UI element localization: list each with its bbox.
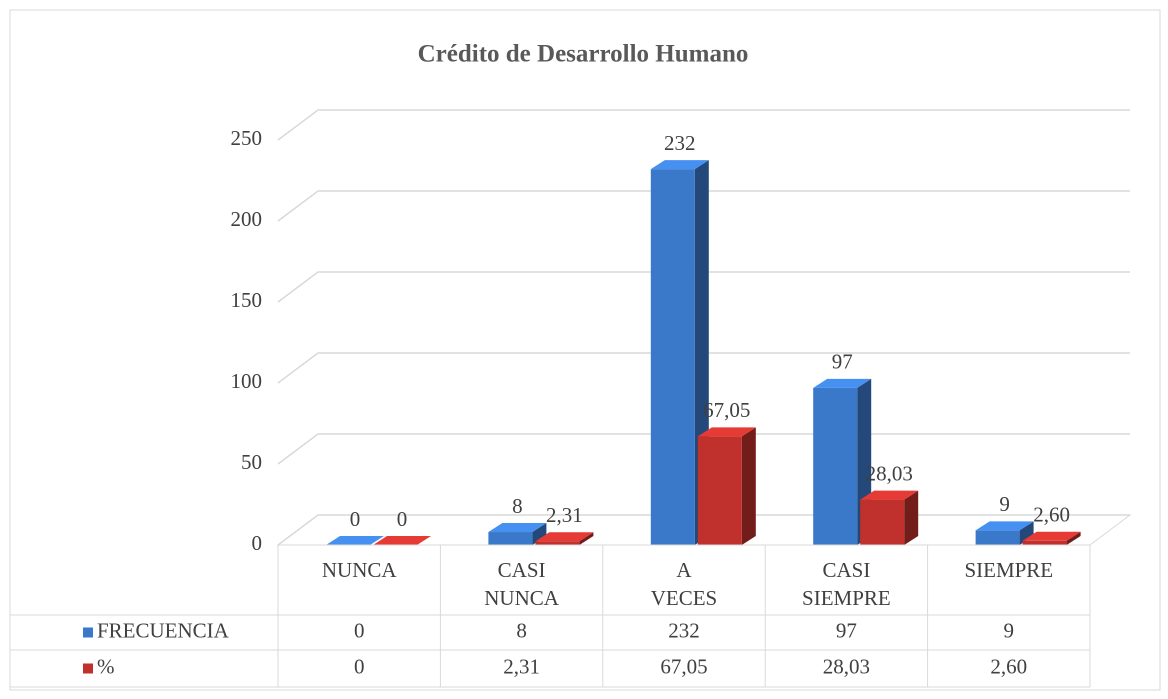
y-tick-label: 200 [231,207,263,231]
x-tick-label: SIEMPRE [964,558,1053,582]
bar [813,387,858,545]
legend-label: FRECUENCIA [97,618,230,642]
bar-side [1066,531,1081,545]
bar-side [904,490,919,545]
data-label: 232 [664,131,696,155]
x-tick-label: CASI NUNCA [484,558,560,610]
legend-key [83,627,93,638]
table-value: 2,60 [990,654,1027,678]
bar [488,532,533,545]
data-label: 2,60 [1033,503,1070,527]
bar-top [975,521,1034,531]
table-value: 0 [354,654,365,678]
data-label: 8 [512,494,523,518]
y-tick-label: 250 [231,126,263,150]
table-value: 28,03 [823,654,870,678]
bar-side [579,532,594,545]
data-label: 28,03 [866,461,913,485]
x-tick-label: NUNCA [322,558,398,582]
chart-title: Crédito de Desarrollo Humano [418,41,749,68]
legend-key [83,663,93,674]
table-value: 97 [836,618,857,642]
chart-border [9,9,1161,691]
bar [860,499,905,545]
data-label: 0 [350,507,361,531]
bar-top [697,427,756,437]
grid-line [277,352,1130,384]
data-label: 2,31 [546,503,583,527]
bar-side [741,427,756,545]
grid-line [277,190,1130,222]
data-label: 0 [397,507,408,531]
bar [975,530,1020,545]
y-tick-label: 150 [231,288,263,312]
bar [697,436,742,545]
data-label: 67,05 [703,398,750,422]
y-tick-label: 100 [231,369,263,393]
bar-top [535,532,594,542]
grid-line [277,271,1130,303]
bar-top [488,523,547,533]
x-tick-label: A VECES [651,558,718,610]
bar-top [650,160,709,170]
grid-line [277,109,1130,141]
bar-side [1019,521,1034,545]
table-value: 9 [1004,618,1015,642]
y-tick-label: 50 [241,450,262,474]
bar [650,169,695,545]
bar-top [326,536,384,545]
bar-top [1022,531,1081,541]
table-value: 67,05 [660,654,707,678]
legend-label: % [97,654,115,678]
bar-top [373,536,431,545]
bar-top [813,378,872,388]
bar-top [860,490,919,500]
table-value: 0 [354,618,365,642]
bar [535,541,580,545]
x-tick-label: CASI SIEMPRE [802,558,891,610]
data-label: 97 [832,350,853,374]
table-value: 8 [516,618,527,642]
table-value: 232 [668,618,700,642]
data-label: 9 [999,492,1010,516]
bar-side [532,523,547,545]
bar [1022,540,1067,545]
table-value: 2,31 [503,654,540,678]
y-tick-label: 0 [252,531,263,555]
